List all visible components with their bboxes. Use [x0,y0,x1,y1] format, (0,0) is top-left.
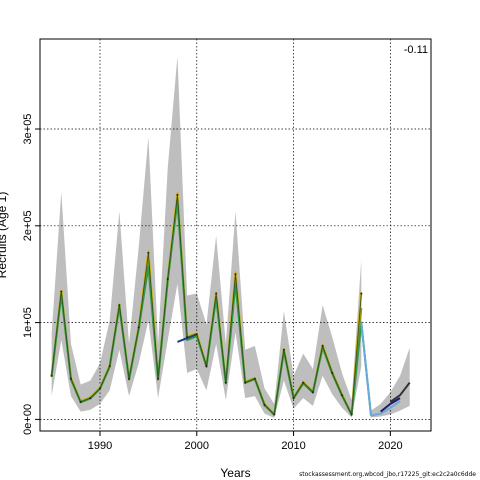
y-tick-label: 0e+00 [22,404,34,435]
x-tick-label: 2020 [378,440,402,452]
estimate-point [128,377,131,380]
estimate-point [60,290,63,293]
estimate-point [205,365,208,368]
estimate-point [302,381,305,384]
ci-band [51,56,362,418]
estimate-point [360,292,363,295]
estimate-point [79,400,82,403]
estimate-point [321,344,324,347]
estimate-point [108,365,111,368]
estimate-point [186,336,189,339]
estimate-point [244,381,247,384]
plot-frame [39,38,432,432]
estimate-point [224,381,227,384]
estimate-point [340,394,343,397]
estimate-point [99,387,102,390]
estimate-point [311,391,314,394]
estimate-point [118,304,121,307]
x-axis-title: Years [220,466,250,480]
estimate-point [350,413,353,416]
source-footer: stockassessment.org,wbcod_jbo,r17225_git… [299,471,476,478]
estimate-point [137,326,140,329]
y-tick-label: 2e+05 [22,210,34,241]
estimate-point [331,371,334,374]
projection-band [361,322,410,418]
estimate-point [69,377,72,380]
estimate-point [282,348,285,351]
estimate-point [50,374,53,377]
estimate-point [157,377,160,380]
estimate-point [89,397,92,400]
grid-lines [40,39,431,431]
y-tick-label: 1e+05 [22,307,34,338]
estimate-point [234,273,237,276]
axes: 1990 2000 2010 2020 0e+00 1e+05 2e+05 3e+05 Year… [0,38,432,480]
estimate-point [195,333,198,336]
estimate-point [253,377,256,380]
retro-line-5 [380,397,401,413]
y-tick-label: 3e+05 [22,114,34,145]
estimate-point [147,251,150,254]
retro-line-6 [389,381,411,403]
x-tick-label: 2000 [185,440,209,452]
estimate-point [292,397,295,400]
confidence-bands [51,56,410,418]
estimate-point [215,292,218,295]
y-axis-title: Recruits (Age 1) [0,192,9,279]
estimate-point [273,413,276,416]
series-lines [50,191,411,417]
x-tick-label: 1990 [88,440,112,452]
estimate-point [176,193,179,196]
estimate-point [263,403,266,406]
retro-rho-annotation: -0.11 [403,44,428,56]
retro-line-4 [360,322,401,417]
x-tick-label: 2010 [281,440,305,452]
estimate-point [166,278,169,281]
